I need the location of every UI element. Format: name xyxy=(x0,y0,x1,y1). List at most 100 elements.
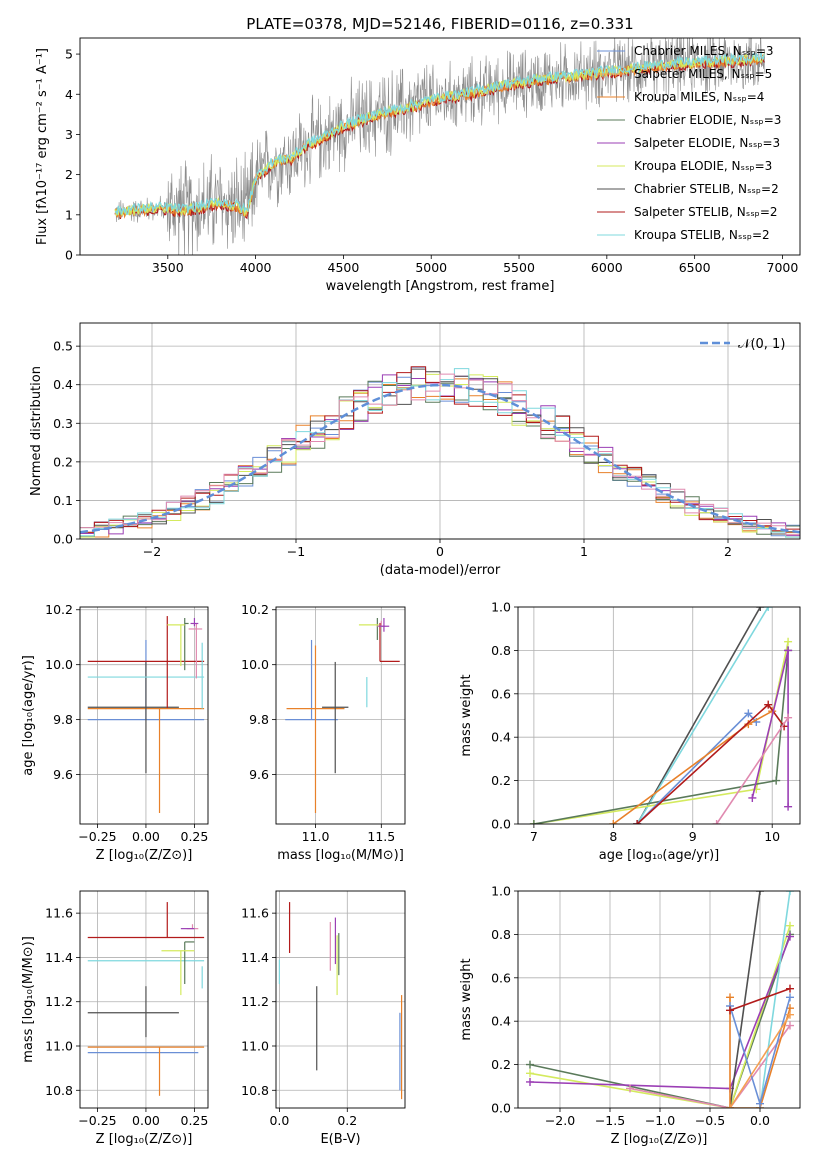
series-marker xyxy=(784,802,793,811)
series-marker xyxy=(786,921,794,930)
x-axis-label: E(B-V) xyxy=(320,1132,360,1147)
y-tick-label: 9.6 xyxy=(249,767,269,782)
series-marker xyxy=(786,984,794,993)
panel-residuals: −2 −1 0 1 2 0.0 0.1 0.2 0.3 0.4 0.5 (data-model)/er… xyxy=(29,322,801,578)
legend-label: 𝒩(0, 1) xyxy=(738,337,785,352)
y-tick-label: 0.6 xyxy=(491,970,511,985)
y-tick-label: 1 xyxy=(65,207,73,222)
y-tick-label: 10.8 xyxy=(241,1083,269,1098)
legend-label: Salpeter ELODIE, Nₛₛₚ=3 xyxy=(634,136,780,150)
x-tick-label: 6000 xyxy=(591,260,623,275)
panel-mass_weight_vs_Z: −2.0 −1.5 −1.0 −0.5 0.0 0.0 0.2 0.4 0.6 0.8 1.0 Z [… xyxy=(459,884,801,1147)
x-tick-label: 5500 xyxy=(503,260,535,275)
series-marker xyxy=(609,820,618,824)
x-tick-label: 0 xyxy=(436,544,444,559)
y-axis-label: mass weight xyxy=(459,674,474,756)
series-marker xyxy=(633,820,642,824)
x-tick-label: 0.00 xyxy=(132,829,160,844)
y-tick-label: 10.0 xyxy=(241,657,269,672)
panel-spectrum: 3500 4000 4500 5000 5500 6000 6500 7000 0 1 2 3 4 5 wa… xyxy=(35,15,801,294)
y-tick-label: 0.4 xyxy=(53,377,73,392)
legend-label: Chabrier ELODIE, Nₛₛₚ=3 xyxy=(634,113,781,127)
y-tick-label: 10.0 xyxy=(45,657,73,672)
y-tick-label: 0.4 xyxy=(491,730,511,745)
series-marker xyxy=(764,700,773,709)
y-tick-label: 2 xyxy=(65,167,73,182)
x-tick-label: −2 xyxy=(143,544,161,559)
legend: Chabrier MILES, Nₛₛₚ=3 Salpeter MILES, Nₛ… xyxy=(597,44,781,242)
axes-frame xyxy=(79,890,209,1109)
x-axis-label: Z [log₁₀(Z/Z⊙)] xyxy=(96,848,193,863)
series-line-extra_pink xyxy=(715,717,789,824)
panel-mass_vs_ebv: 0.0 0.2 10.8 11.0 11.2 11.4 11.6 E(B-V) xyxy=(241,890,406,1147)
series-marker xyxy=(726,1006,734,1015)
y-tick-label: 10.8 xyxy=(45,1083,73,1098)
x-tick-label: −2.0 xyxy=(545,1113,575,1128)
x-tick-label: 3500 xyxy=(152,260,184,275)
x-tick-label: 4000 xyxy=(240,260,272,275)
axes-frame xyxy=(517,890,801,1109)
plot-area xyxy=(278,902,403,1100)
series-line-kroupa_stelib xyxy=(636,607,769,824)
series-marker xyxy=(526,1060,534,1069)
y-tick-label: 0.2 xyxy=(491,1057,511,1072)
series-marker xyxy=(756,891,764,895)
series-marker xyxy=(786,891,794,895)
series-line-extra_pink xyxy=(629,1025,791,1108)
series-marker xyxy=(784,713,793,722)
y-tick-label: 9.8 xyxy=(53,712,73,727)
plot-area xyxy=(529,607,793,824)
y-tick-label: 5 xyxy=(65,47,73,62)
series-marker xyxy=(786,932,794,941)
y-tick-label: 11.2 xyxy=(45,994,73,1009)
panel-age_vs_Z: −0.25 0.00 0.25 9.6 9.8 10.0 10.2 Z [log₁₀(Z/Z⊙… xyxy=(21,602,209,863)
y-tick-label: 11.2 xyxy=(241,994,269,1009)
x-tick-label: 6500 xyxy=(679,260,711,275)
x-tick-label: 0.0 xyxy=(750,1113,770,1128)
x-tick-label: 0.25 xyxy=(181,829,209,844)
panel-mass_vs_Z: −0.25 0.00 0.25 10.8 11.0 11.2 11.4 11.6 Z [log₁… xyxy=(21,890,209,1147)
y-tick-label: 1.0 xyxy=(491,884,511,899)
series-line-salpeter_miles xyxy=(729,1014,791,1108)
y-tick-label: 0.0 xyxy=(491,817,511,832)
legend-label: Kroupa ELODIE, Nₛₛₚ=3 xyxy=(634,159,772,173)
x-tick-label: 0.00 xyxy=(132,1113,160,1128)
x-tick-label: 4500 xyxy=(328,260,360,275)
y-tick-label: 0.2 xyxy=(53,454,73,469)
x-tick-label: 10 xyxy=(764,829,780,844)
y-tick-label: 11.6 xyxy=(241,906,269,921)
plot-area xyxy=(87,616,205,814)
series-marker xyxy=(786,993,794,1002)
y-tick-label: 11.4 xyxy=(241,950,269,965)
series-marker xyxy=(712,820,721,824)
series-marker xyxy=(726,1104,734,1108)
y-tick-label: 4 xyxy=(65,87,73,102)
series-line-chabrier_stelib xyxy=(636,607,761,824)
series-line-salpeter_stelib xyxy=(729,987,791,1012)
x-axis-label: Z [log₁₀(Z/Z⊙)] xyxy=(611,1132,708,1147)
series-marker xyxy=(726,993,734,1002)
y-axis-label: mass [log₁₀(M/M⊙)] xyxy=(21,936,36,1063)
y-tick-label: 10.2 xyxy=(45,602,73,617)
x-tick-label: 0.2 xyxy=(337,1113,357,1128)
y-tick-label: 1.0 xyxy=(491,600,511,615)
x-axis-label: mass [log₁₀(M/M⊙)] xyxy=(277,848,404,863)
legend-label: Chabrier MILES, Nₛₛₚ=3 xyxy=(634,44,774,58)
series-line-chabrier_elodie xyxy=(529,934,791,1108)
x-axis-label: Z [log₁₀(Z/Z⊙)] xyxy=(96,1132,193,1147)
series-marker xyxy=(626,1084,634,1093)
y-tick-label: 11.0 xyxy=(241,1039,269,1054)
legend-label: Kroupa STELIB, Nₛₛₚ=2 xyxy=(634,228,770,242)
histogram-extra_pink xyxy=(80,373,800,536)
y-tick-label: 3 xyxy=(65,127,73,142)
x-axis-label: age [log₁₀(age/yr)] xyxy=(599,848,720,863)
series-marker xyxy=(784,637,793,646)
x-tick-label: −0.25 xyxy=(78,1113,116,1128)
y-tick-label: 9.6 xyxy=(53,767,73,782)
series-marker xyxy=(529,820,538,824)
plot-area xyxy=(87,902,205,1096)
x-axis-label: wavelength [Angstrom, rest frame] xyxy=(326,279,555,294)
y-axis-label: Normed distribution xyxy=(29,366,44,496)
y-tick-label: 0.2 xyxy=(491,773,511,788)
axes-frame xyxy=(275,606,406,825)
